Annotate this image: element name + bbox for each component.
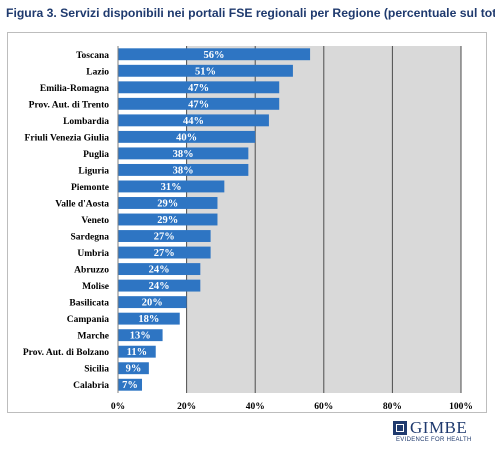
data-label: 31% [161, 182, 182, 193]
bar-15 [118, 279, 201, 292]
bar-8 [118, 163, 249, 176]
data-label: 13% [130, 331, 151, 342]
bar-17 [118, 312, 180, 325]
category-label: Liguria [78, 166, 109, 176]
bar-21 [118, 378, 143, 391]
data-label: 38% [173, 165, 194, 176]
bar-9 [118, 180, 225, 193]
data-label: 9% [126, 364, 142, 375]
category-label: Friuli Venezia Giulia [25, 133, 110, 143]
category-label: Prov. Aut. di Bolzano [23, 348, 109, 358]
category-label: Toscana [76, 51, 109, 61]
bar-2 [118, 64, 293, 77]
bar-13 [118, 246, 211, 259]
data-label: 51% [195, 66, 216, 77]
data-label: 11% [127, 347, 147, 358]
data-label: 27% [154, 248, 175, 259]
gimbe-logo: GIMBE EVIDENCE FOR HEALTH [393, 418, 485, 448]
bar-10 [118, 197, 218, 209]
category-label: Molise [82, 282, 109, 292]
bar-18 [118, 329, 163, 342]
data-label: 29% [157, 198, 178, 209]
x-tick-label: 100% [449, 402, 473, 412]
bar-11 [118, 213, 218, 226]
category-label: Prov. Aut. di Trento [29, 100, 110, 110]
category-label: Calabria [73, 381, 109, 391]
category-label: Campania [67, 315, 109, 325]
chart-frame [7, 32, 487, 413]
data-label: 40% [176, 132, 197, 143]
data-label: 7% [122, 380, 138, 391]
bar-3 [118, 81, 280, 94]
bar-4 [118, 97, 280, 110]
x-tick-label: 80% [383, 402, 402, 412]
category-label: Sardegna [70, 233, 109, 243]
x-tick-label: 20% [177, 402, 196, 412]
data-label: 24% [149, 265, 170, 276]
category-label: Valle d'Aosta [55, 199, 109, 209]
bar-12 [118, 230, 211, 242]
logo-name: GIMBE [410, 418, 468, 437]
data-label: 56% [204, 50, 225, 61]
logo-tagline: EVIDENCE FOR HEALTH [396, 437, 472, 443]
data-label: 38% [173, 149, 194, 160]
bar-1 [118, 48, 311, 61]
category-label: Basilicata [69, 299, 109, 309]
bar-20 [118, 362, 149, 375]
data-label: 44% [183, 116, 204, 127]
bar-7 [118, 147, 249, 160]
category-label: Sicilia [84, 365, 109, 375]
x-tick-label: 60% [314, 402, 333, 412]
x-tick-label: 0% [111, 402, 125, 412]
figure-title: Figura 3. Servizi disponibili nei portal… [6, 6, 495, 20]
category-label: Umbria [77, 249, 109, 259]
x-tick-label: 40% [246, 402, 265, 412]
bar-14 [118, 263, 201, 276]
bar-19 [118, 345, 156, 358]
category-label: Marche [78, 332, 109, 342]
data-label: 20% [142, 298, 163, 309]
category-label: Abruzzo [74, 266, 109, 276]
data-label: 27% [154, 232, 175, 243]
category-label: Piemonte [71, 183, 109, 193]
gimbe-logo-mark-icon [393, 421, 407, 435]
data-label: 29% [157, 215, 178, 226]
data-label: 18% [138, 314, 159, 325]
data-label: 47% [188, 99, 209, 110]
bar-6 [118, 130, 256, 143]
data-label: 47% [188, 83, 209, 94]
bar-16 [118, 296, 187, 309]
bar-5 [118, 114, 269, 127]
category-label: Puglia [83, 150, 109, 160]
data-label: 24% [149, 281, 170, 292]
category-label: Lazio [86, 67, 109, 77]
category-label: Veneto [81, 216, 109, 226]
category-label: Emilia-Romagna [40, 84, 109, 94]
category-label: Lombardia [63, 117, 109, 127]
